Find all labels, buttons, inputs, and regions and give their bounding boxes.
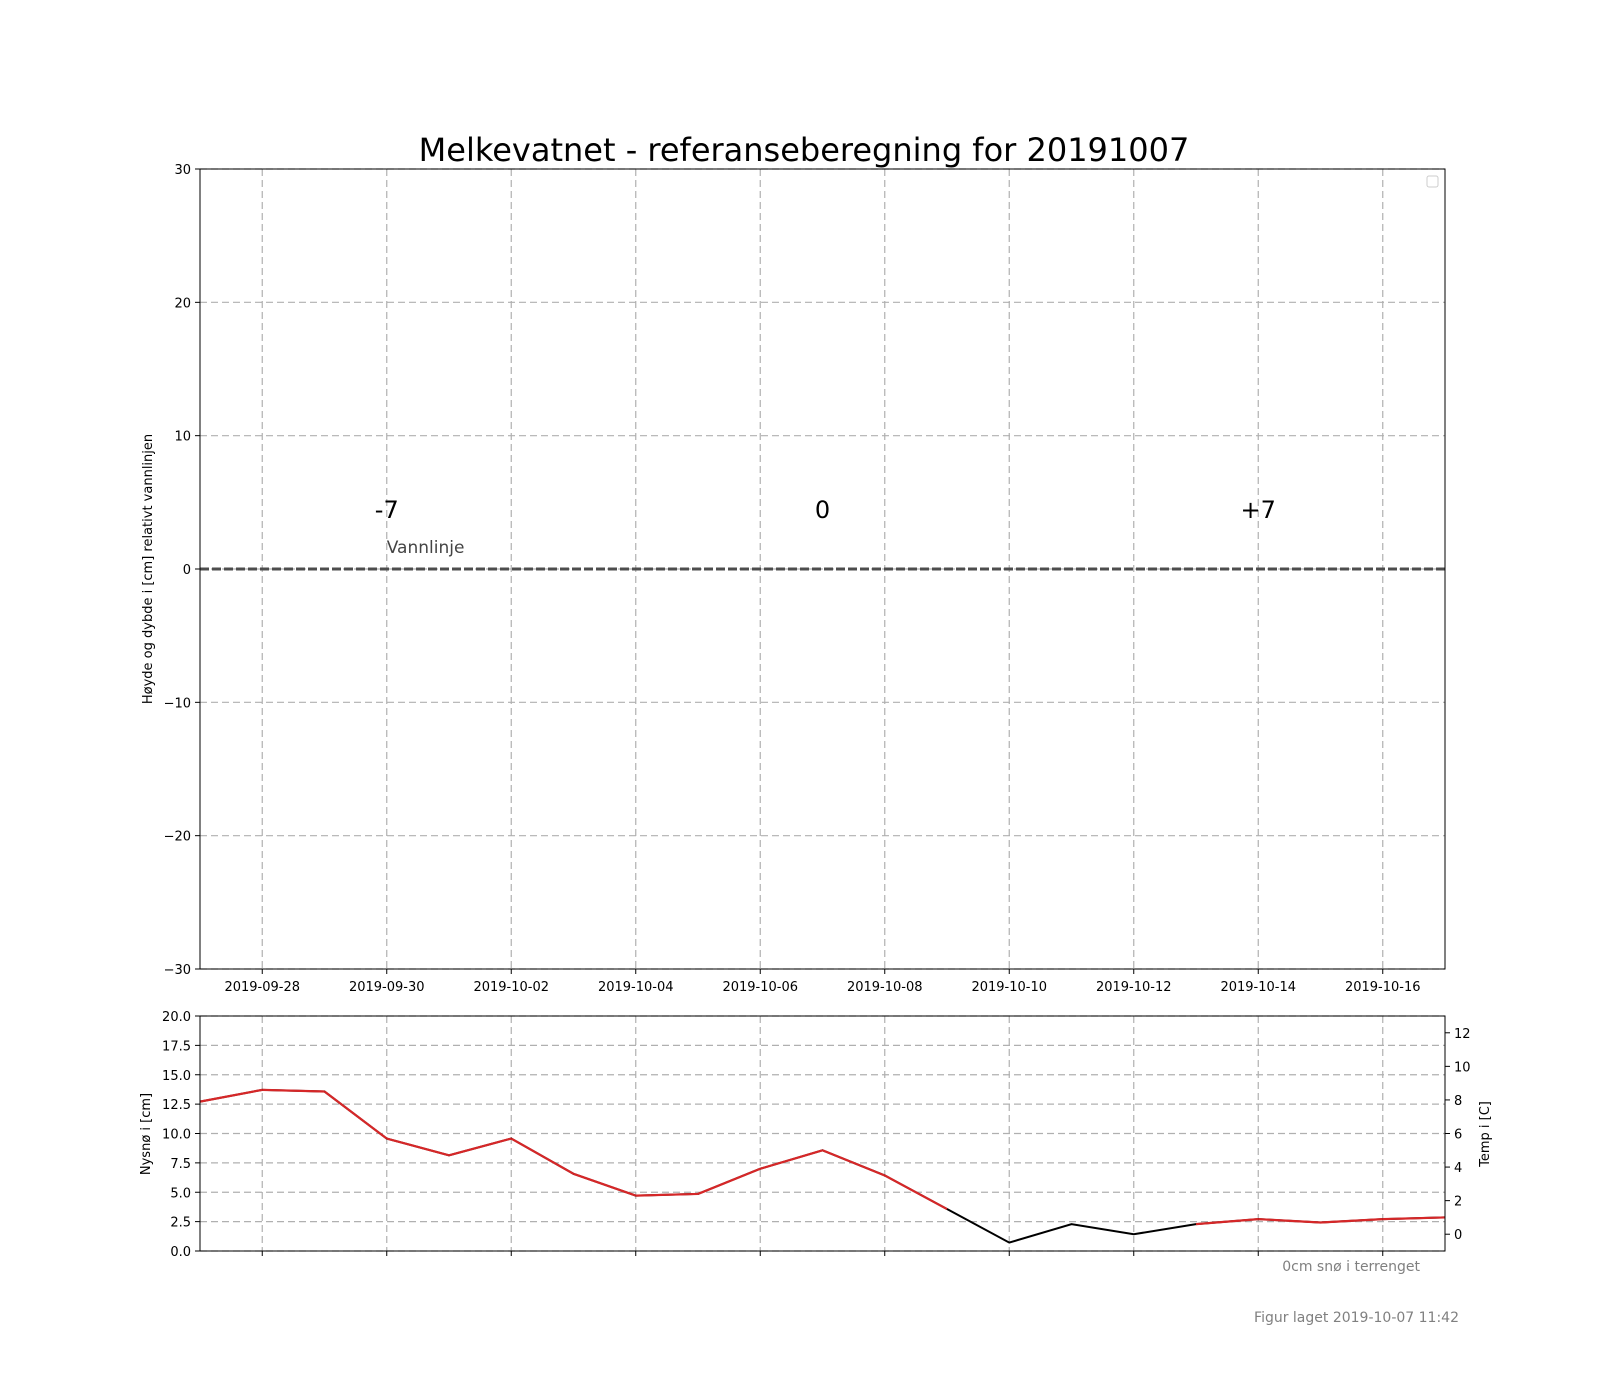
lower-y-tick-label: 20.0 bbox=[162, 1010, 191, 1025]
temperature-above-zero-segment bbox=[884, 1174, 948, 1211]
temperature-above-zero-segment bbox=[759, 1149, 823, 1170]
snow-terrain-note: 0cm snø i terrenget bbox=[1282, 1259, 1420, 1275]
lower-y-tick-label: 7.5 bbox=[170, 1157, 191, 1172]
lower-right-y-axis-label: Temp i [C] bbox=[1478, 1101, 1493, 1168]
main-x-tick-label: 2019-09-30 bbox=[349, 980, 425, 995]
main-x-tick-label: 2019-10-08 bbox=[847, 980, 923, 995]
lower-y-tick-label: 17.5 bbox=[162, 1039, 191, 1054]
temperature-above-zero-segment bbox=[635, 1192, 699, 1197]
day-offset-label: -7 bbox=[375, 496, 399, 524]
lower-y-tick-label: 0.0 bbox=[170, 1245, 191, 1260]
temperature-above-zero-segment bbox=[697, 1167, 761, 1195]
chart-title: Melkevatnet - referanseberegning for 201… bbox=[419, 131, 1190, 169]
temperature-above-zero-segment bbox=[199, 1088, 263, 1103]
temperature-above-zero-segment bbox=[448, 1137, 512, 1157]
temperature-series bbox=[199, 1088, 1446, 1244]
lower-y-axis-label: Nysnø i [cm] bbox=[139, 1093, 154, 1175]
main-x-tick-label: 2019-10-06 bbox=[722, 980, 798, 995]
main-x-tick-label: 2019-10-02 bbox=[473, 980, 549, 995]
lower-axis-ticks: 0.0 2.5 5.0 7.5 10.0 12.5 15.0 17.5 20.0 0 2 4 6 8 10 1… bbox=[162, 1010, 1471, 1260]
main-y-axis-label: Høyde og dybde i [cm] relativt vannlinje… bbox=[141, 434, 156, 704]
main-y-tick-label: −30 bbox=[164, 963, 191, 978]
lower-right-y-tick-label: 12 bbox=[1454, 1027, 1471, 1042]
main-y-tick-label: 0 bbox=[183, 563, 191, 578]
main-y-tick-label: 10 bbox=[174, 430, 191, 445]
temperature-above-zero-segment bbox=[386, 1137, 450, 1157]
main-annotations: -7 0 +7 Vannlinje bbox=[375, 496, 1276, 558]
lower-right-y-tick-label: 0 bbox=[1454, 1228, 1462, 1243]
temperature-above-zero-segment bbox=[573, 1172, 637, 1197]
temperature-above-zero-segment bbox=[1258, 1218, 1321, 1224]
temperature-above-zero-segment bbox=[1195, 1218, 1259, 1226]
main-x-tick-label: 2019-10-16 bbox=[1345, 980, 1421, 995]
lower-y-tick-label: 2.5 bbox=[170, 1216, 191, 1231]
lower-right-y-tick-label: 10 bbox=[1454, 1060, 1471, 1075]
main-y-tick-label: −10 bbox=[164, 696, 191, 711]
temperature-above-zero-segment bbox=[262, 1088, 325, 1093]
main-axis-ticks: 2019-09-28 2019-09-30 2019-10-02 2019-10-04… bbox=[164, 163, 1421, 995]
lower-right-y-tick-label: 8 bbox=[1454, 1094, 1462, 1109]
lower-y-tick-label: 12.5 bbox=[162, 1098, 191, 1113]
main-y-tick-label: −20 bbox=[164, 830, 191, 845]
main-x-tick-label: 2019-10-04 bbox=[598, 980, 674, 995]
lower-right-y-tick-label: 2 bbox=[1454, 1195, 1462, 1210]
lower-plot-frame bbox=[199, 1015, 1446, 1252]
lower-y-tick-label: 15.0 bbox=[162, 1069, 191, 1084]
legend-box bbox=[1426, 175, 1439, 188]
temperature-above-zero-segment bbox=[323, 1090, 388, 1140]
day-offset-label: 0 bbox=[815, 496, 830, 524]
lower-right-y-tick-label: 4 bbox=[1454, 1161, 1462, 1176]
main-x-tick-label: 2019-10-12 bbox=[1096, 980, 1172, 995]
main-x-tick-label: 2019-10-14 bbox=[1220, 980, 1296, 995]
main-x-tick-label: 2019-10-10 bbox=[971, 980, 1047, 995]
main-y-tick-label: 20 bbox=[174, 296, 191, 311]
water-line-label: Vannlinje bbox=[387, 538, 465, 558]
temperature-above-zero-segment bbox=[822, 1149, 886, 1177]
lower-y-tick-label: 5.0 bbox=[170, 1186, 191, 1201]
main-plot-frame bbox=[199, 168, 1446, 970]
temperature-above-zero-segment bbox=[1382, 1216, 1446, 1221]
temperature-above-zero-segment bbox=[510, 1137, 575, 1175]
main-y-tick-label: 30 bbox=[174, 163, 191, 178]
figure-created-note: Figur laget 2019-10-07 11:42 bbox=[1254, 1310, 1459, 1326]
lower-right-y-tick-label: 6 bbox=[1454, 1128, 1462, 1143]
lower-y-tick-label: 10.0 bbox=[162, 1128, 191, 1143]
temperature-above-zero-segment bbox=[1320, 1218, 1383, 1224]
main-x-tick-label: 2019-09-28 bbox=[224, 980, 300, 995]
day-offset-label: +7 bbox=[1241, 496, 1276, 524]
